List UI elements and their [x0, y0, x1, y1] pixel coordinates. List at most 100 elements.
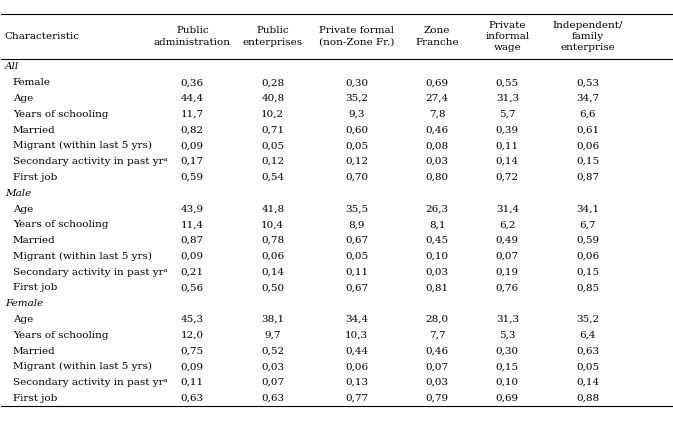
Text: Migrant (within last 5 yrs): Migrant (within last 5 yrs) — [13, 252, 152, 261]
Text: 7,7: 7,7 — [429, 331, 446, 340]
Text: 0,14: 0,14 — [261, 268, 285, 276]
Text: 0,05: 0,05 — [261, 141, 285, 150]
Text: 0,44: 0,44 — [345, 347, 368, 356]
Text: Migrant (within last 5 yrs): Migrant (within last 5 yrs) — [13, 363, 152, 372]
Text: 0,06: 0,06 — [576, 252, 600, 261]
Text: Secondary activity in past yrᵃ: Secondary activity in past yrᵃ — [13, 378, 168, 387]
Text: 28,0: 28,0 — [425, 315, 449, 324]
Text: 0,08: 0,08 — [425, 141, 449, 150]
Text: 0,07: 0,07 — [425, 363, 449, 372]
Text: Years of schooling: Years of schooling — [13, 331, 108, 340]
Text: 26,3: 26,3 — [425, 205, 449, 214]
Text: 0,19: 0,19 — [496, 268, 519, 276]
Text: 0,06: 0,06 — [345, 363, 368, 372]
Text: Migrant (within last 5 yrs): Migrant (within last 5 yrs) — [13, 141, 152, 150]
Text: 0,07: 0,07 — [261, 378, 285, 387]
Text: 8,9: 8,9 — [349, 220, 365, 229]
Text: 45,3: 45,3 — [181, 315, 204, 324]
Text: Age: Age — [13, 315, 33, 324]
Text: 0,59: 0,59 — [181, 173, 204, 182]
Text: 38,1: 38,1 — [261, 315, 285, 324]
Text: Age: Age — [13, 94, 33, 103]
Text: 31,3: 31,3 — [496, 94, 519, 103]
Text: Married: Married — [13, 236, 56, 245]
Text: 0,13: 0,13 — [345, 378, 368, 387]
Text: 0,70: 0,70 — [345, 173, 368, 182]
Text: 0,46: 0,46 — [425, 125, 449, 134]
Text: Public
enterprises: Public enterprises — [243, 27, 303, 47]
Text: 0,28: 0,28 — [261, 78, 285, 87]
Text: 0,77: 0,77 — [345, 394, 368, 403]
Text: Zone
Franche: Zone Franche — [415, 27, 459, 47]
Text: Female: Female — [13, 78, 50, 87]
Text: 6,7: 6,7 — [579, 220, 596, 229]
Text: 0,03: 0,03 — [425, 157, 449, 166]
Text: 0,60: 0,60 — [345, 125, 368, 134]
Text: Married: Married — [13, 125, 56, 134]
Text: 34,4: 34,4 — [345, 315, 368, 324]
Text: 0,71: 0,71 — [261, 125, 285, 134]
Text: 0,56: 0,56 — [181, 283, 204, 292]
Text: 0,15: 0,15 — [496, 363, 519, 372]
Text: 0,07: 0,07 — [496, 252, 519, 261]
Text: 0,12: 0,12 — [345, 157, 368, 166]
Text: All: All — [5, 62, 19, 71]
Text: 0,78: 0,78 — [261, 236, 285, 245]
Text: 0,21: 0,21 — [181, 268, 204, 276]
Text: Public
administration: Public administration — [154, 27, 231, 47]
Text: 0,05: 0,05 — [345, 141, 368, 150]
Text: 0,63: 0,63 — [576, 347, 600, 356]
Text: 10,2: 10,2 — [261, 110, 285, 119]
Text: 35,2: 35,2 — [345, 94, 368, 103]
Text: 0,03: 0,03 — [425, 268, 449, 276]
Text: 31,3: 31,3 — [496, 315, 519, 324]
Text: 0,12: 0,12 — [261, 157, 285, 166]
Text: 0,15: 0,15 — [576, 268, 600, 276]
Text: 40,8: 40,8 — [261, 94, 285, 103]
Text: 0,09: 0,09 — [181, 141, 204, 150]
Text: Independent/
family
enterprise: Independent/ family enterprise — [553, 21, 623, 52]
Text: 35,5: 35,5 — [345, 205, 368, 214]
Text: 9,3: 9,3 — [349, 110, 365, 119]
Text: 31,4: 31,4 — [496, 205, 519, 214]
Text: First job: First job — [13, 173, 57, 182]
Text: 0,10: 0,10 — [425, 252, 449, 261]
Text: 0,39: 0,39 — [496, 125, 519, 134]
Text: Male: Male — [5, 189, 31, 198]
Text: 0,88: 0,88 — [576, 394, 600, 403]
Text: 0,87: 0,87 — [181, 236, 204, 245]
Text: 0,87: 0,87 — [576, 173, 600, 182]
Text: 0,82: 0,82 — [181, 125, 204, 134]
Text: 0,79: 0,79 — [425, 394, 449, 403]
Text: 10,4: 10,4 — [261, 220, 285, 229]
Text: 0,67: 0,67 — [345, 236, 368, 245]
Text: 0,55: 0,55 — [496, 78, 519, 87]
Text: 0,11: 0,11 — [345, 268, 368, 276]
Text: 0,06: 0,06 — [261, 252, 285, 261]
Text: 0,05: 0,05 — [576, 363, 600, 372]
Text: 0,80: 0,80 — [425, 173, 449, 182]
Text: 27,4: 27,4 — [425, 94, 449, 103]
Text: 0,59: 0,59 — [576, 236, 600, 245]
Text: 0,03: 0,03 — [261, 363, 285, 372]
Text: 5,7: 5,7 — [499, 110, 516, 119]
Text: 0,09: 0,09 — [181, 363, 204, 372]
Text: 0,69: 0,69 — [425, 78, 449, 87]
Text: Female: Female — [5, 299, 43, 308]
Text: 34,7: 34,7 — [576, 94, 600, 103]
Text: 0,50: 0,50 — [261, 283, 285, 292]
Text: 12,0: 12,0 — [181, 331, 204, 340]
Text: 0,30: 0,30 — [496, 347, 519, 356]
Text: 0,09: 0,09 — [181, 252, 204, 261]
Text: 0,69: 0,69 — [496, 394, 519, 403]
Text: 6,2: 6,2 — [499, 220, 516, 229]
Text: Secondary activity in past yrᵃ: Secondary activity in past yrᵃ — [13, 157, 168, 166]
Text: 0,10: 0,10 — [496, 378, 519, 387]
Text: Years of schooling: Years of schooling — [13, 110, 108, 119]
Text: 11,4: 11,4 — [181, 220, 204, 229]
Text: 44,4: 44,4 — [181, 94, 204, 103]
Text: 0,75: 0,75 — [181, 347, 204, 356]
Text: Characteristic: Characteristic — [5, 32, 79, 41]
Text: Married: Married — [13, 347, 56, 356]
Text: 0,06: 0,06 — [576, 141, 600, 150]
